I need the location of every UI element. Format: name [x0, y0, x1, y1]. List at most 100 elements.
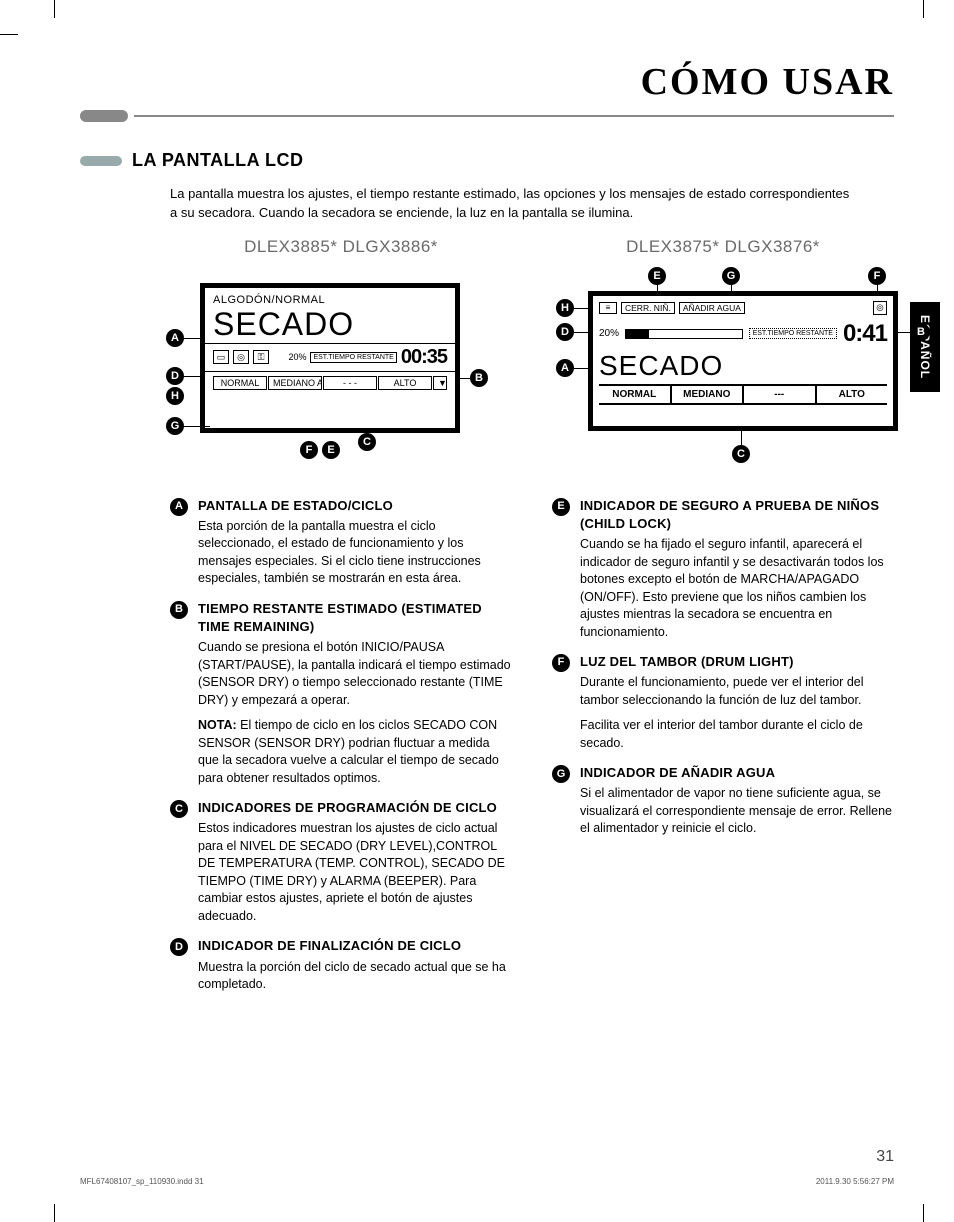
page-title: CÓMO USAR [80, 60, 894, 104]
item-B-title: TIEMPO RESTANTE ESTIMADO (ESTIMATED TIME… [198, 600, 512, 636]
callout2-C: C [732, 445, 750, 463]
rule-line [134, 115, 894, 117]
bullet-B: B [170, 601, 188, 619]
steam-icon: ◎ [233, 350, 249, 364]
nota-label: NOTA: [198, 718, 237, 732]
page-number: 31 [876, 1148, 894, 1166]
callout-G: G [166, 417, 184, 435]
lcd2-progress-bar [625, 329, 743, 339]
lcd2-pct: 20% [599, 328, 619, 339]
lcd2-opt-c: --- [744, 386, 817, 403]
lcd1-bottom-row: NORMAL MEDIANO ALTO - - - ALTO ▼ [205, 372, 455, 396]
item-D: D INDICADOR DE FINALIZACIÓN DE CICLO Mue… [170, 937, 512, 993]
callout-A: A [166, 329, 184, 347]
item-A-body: Esta porción de la pantalla muestra el c… [198, 518, 512, 588]
lcd2-bottom-row: NORMAL MEDIANO --- ALTO [599, 384, 887, 405]
lcd2-opt-d: ALTO [817, 386, 888, 403]
item-F-title: LUZ DEL TAMBOR (DRUM LIGHT) [580, 653, 894, 671]
bullet-E: E [552, 498, 570, 516]
display-left-col: DLEX3885* DLGX3886* ALGODÓN/NORMAL SECAD… [170, 237, 512, 469]
item-F-body2: Facilita ver el interior del tambor dura… [580, 717, 894, 752]
item-E-body: Cuando se ha fijado el seguro infantil, … [580, 536, 894, 641]
lcd2-est-label: EST.TIEMPO RESTANTE [749, 328, 837, 339]
section-pill [80, 156, 122, 166]
lcd2-top-row: ≡ CERR. NIÑ. AÑADIR AGUA ◎ [593, 296, 893, 318]
item-B-note-text: El tiempo de ciclo en los ciclos SECADO … [198, 718, 499, 785]
footer-right: 2011.9.30 5:56:27 PM [816, 1177, 894, 1186]
models-left: DLEX3885* DLGX3886* [170, 237, 512, 257]
display-right-col: DLEX3875* DLGX3876* ≡ CERR. NIÑ. AÑADIR … [552, 237, 894, 469]
lcd2-status: SECADO [593, 350, 893, 382]
bullet-A: A [170, 498, 188, 516]
lcd1-opt-c: - - - [323, 376, 377, 390]
item-C-body: Estos indicadores muestran los ajustes d… [198, 820, 512, 925]
item-B: B TIEMPO RESTANTE ESTIMADO (ESTIMATED TI… [170, 600, 512, 787]
lcd1-opt-a: NORMAL [213, 376, 267, 390]
item-F: F LUZ DEL TAMBOR (DRUM LIGHT) Durante el… [552, 653, 894, 752]
menu-icon: ≡ [599, 302, 617, 314]
lcd1-opt-b: MEDIANO ALTO [268, 376, 322, 390]
footer-left: MFL67408107_sp_110930.indd 31 [80, 1177, 204, 1186]
item-G: G INDICADOR DE AÑADIR AGUA Si el aliment… [552, 764, 894, 838]
item-A: A PANTALLA DE ESTADO/CICLO Esta porción … [170, 497, 512, 588]
language-tab: ESPAÑOL [910, 302, 940, 392]
item-D-title: INDICADOR DE FINALIZACIÓN DE CICLO [198, 937, 512, 955]
callout-E: E [322, 441, 340, 459]
lcd1-status: SECADO [205, 306, 455, 343]
models-right: DLEX3875* DLGX3876* [552, 237, 894, 257]
lcd2-opt-b: MEDIANO [672, 386, 745, 403]
callout2-D: D [556, 323, 574, 341]
page-content: CÓMO USAR ESPAÑOL LA PANTALLA LCD La pan… [80, 60, 894, 1182]
lcd2: ≡ CERR. NIÑ. AÑADIR AGUA ◎ 20% EST.TIEMP… [588, 291, 898, 431]
item-B-note: NOTA: El tiempo de ciclo en los ciclos S… [198, 717, 512, 787]
item-G-title: INDICADOR DE AÑADIR AGUA [580, 764, 894, 782]
lcd1-mid-row: ▭ ◎ ⚿ 20% EST.TIEMPO RESTANTE 00:35 [205, 343, 455, 372]
bullet-G: G [552, 765, 570, 783]
bullet-D: D [170, 938, 188, 956]
item-D-body: Muestra la porción del ciclo de secado a… [198, 959, 512, 994]
lcd2-time: 0:41 [843, 320, 887, 348]
lcd2-addwater: AÑADIR AGUA [679, 302, 745, 314]
callout2-E: E [648, 267, 666, 285]
lcd2-opt-a: NORMAL [599, 386, 672, 403]
item-E-title: INDICADOR DE SEGURO A PRUEBA DE NIÑOS (C… [580, 497, 894, 533]
callout-B: B [470, 369, 488, 387]
lcd1-cycle-label: ALGODÓN/NORMAL [205, 288, 455, 306]
bullet-F: F [552, 654, 570, 672]
intro-text: La pantalla muestra los ajustes, el tiem… [170, 185, 860, 223]
callout-C: C [358, 433, 376, 451]
callout2-A: A [556, 359, 574, 377]
lcd1-opt-d: ALTO [378, 376, 432, 390]
section-heading: LA PANTALLA LCD [80, 150, 894, 171]
description-columns: A PANTALLA DE ESTADO/CICLO Esta porción … [170, 497, 894, 1006]
callout2-H: H [556, 299, 574, 317]
section-title: LA PANTALLA LCD [132, 150, 303, 171]
callout-D: D [166, 367, 184, 385]
callout2-B: B [912, 323, 930, 341]
rule-pill [80, 110, 128, 122]
col-left: A PANTALLA DE ESTADO/CICLO Esta porción … [170, 497, 512, 1006]
displays-row: DLEX3885* DLGX3886* ALGODÓN/NORMAL SECAD… [170, 237, 894, 469]
lcd1-wrap: ALGODÓN/NORMAL SECADO ▭ ◎ ⚿ 20% EST.TIEM… [170, 269, 512, 449]
lcd1-est-label: EST.TIEMPO RESTANTE [310, 352, 396, 363]
callout2-G: G [722, 267, 740, 285]
shirt-icon: ▭ [213, 350, 229, 364]
lcd2-childlock: CERR. NIÑ. [621, 302, 675, 314]
lcd2-mid-row: 20% EST.TIEMPO RESTANTE 0:41 [593, 318, 893, 350]
lcd1: ALGODÓN/NORMAL SECADO ▭ ◎ ⚿ 20% EST.TIEM… [200, 283, 460, 433]
item-G-body: Si el alimentador de vapor no tiene sufi… [580, 785, 894, 838]
item-C: C INDICADORES DE PROGRAMACIÓN DE CICLO E… [170, 799, 512, 925]
item-A-title: PANTALLA DE ESTADO/CICLO [198, 497, 512, 515]
item-E: E INDICADOR DE SEGURO A PRUEBA DE NIÑOS … [552, 497, 894, 641]
callout2-F: F [868, 267, 886, 285]
callout-F: F [300, 441, 318, 459]
lcd1-pct: 20% [288, 352, 306, 362]
bullet-C: C [170, 800, 188, 818]
lcd1-time: 00:35 [401, 346, 447, 369]
item-C-title: INDICADORES DE PROGRAMACIÓN DE CICLO [198, 799, 512, 817]
item-B-body: Cuando se presiona el botón INICIO/PAUSA… [198, 639, 512, 709]
lcd1-arrow-down-icon: ▼ [433, 376, 447, 390]
lamp-icon: ◎ [873, 301, 887, 315]
col-right: E INDICADOR DE SEGURO A PRUEBA DE NIÑOS … [552, 497, 894, 1006]
callout-H: H [166, 387, 184, 405]
